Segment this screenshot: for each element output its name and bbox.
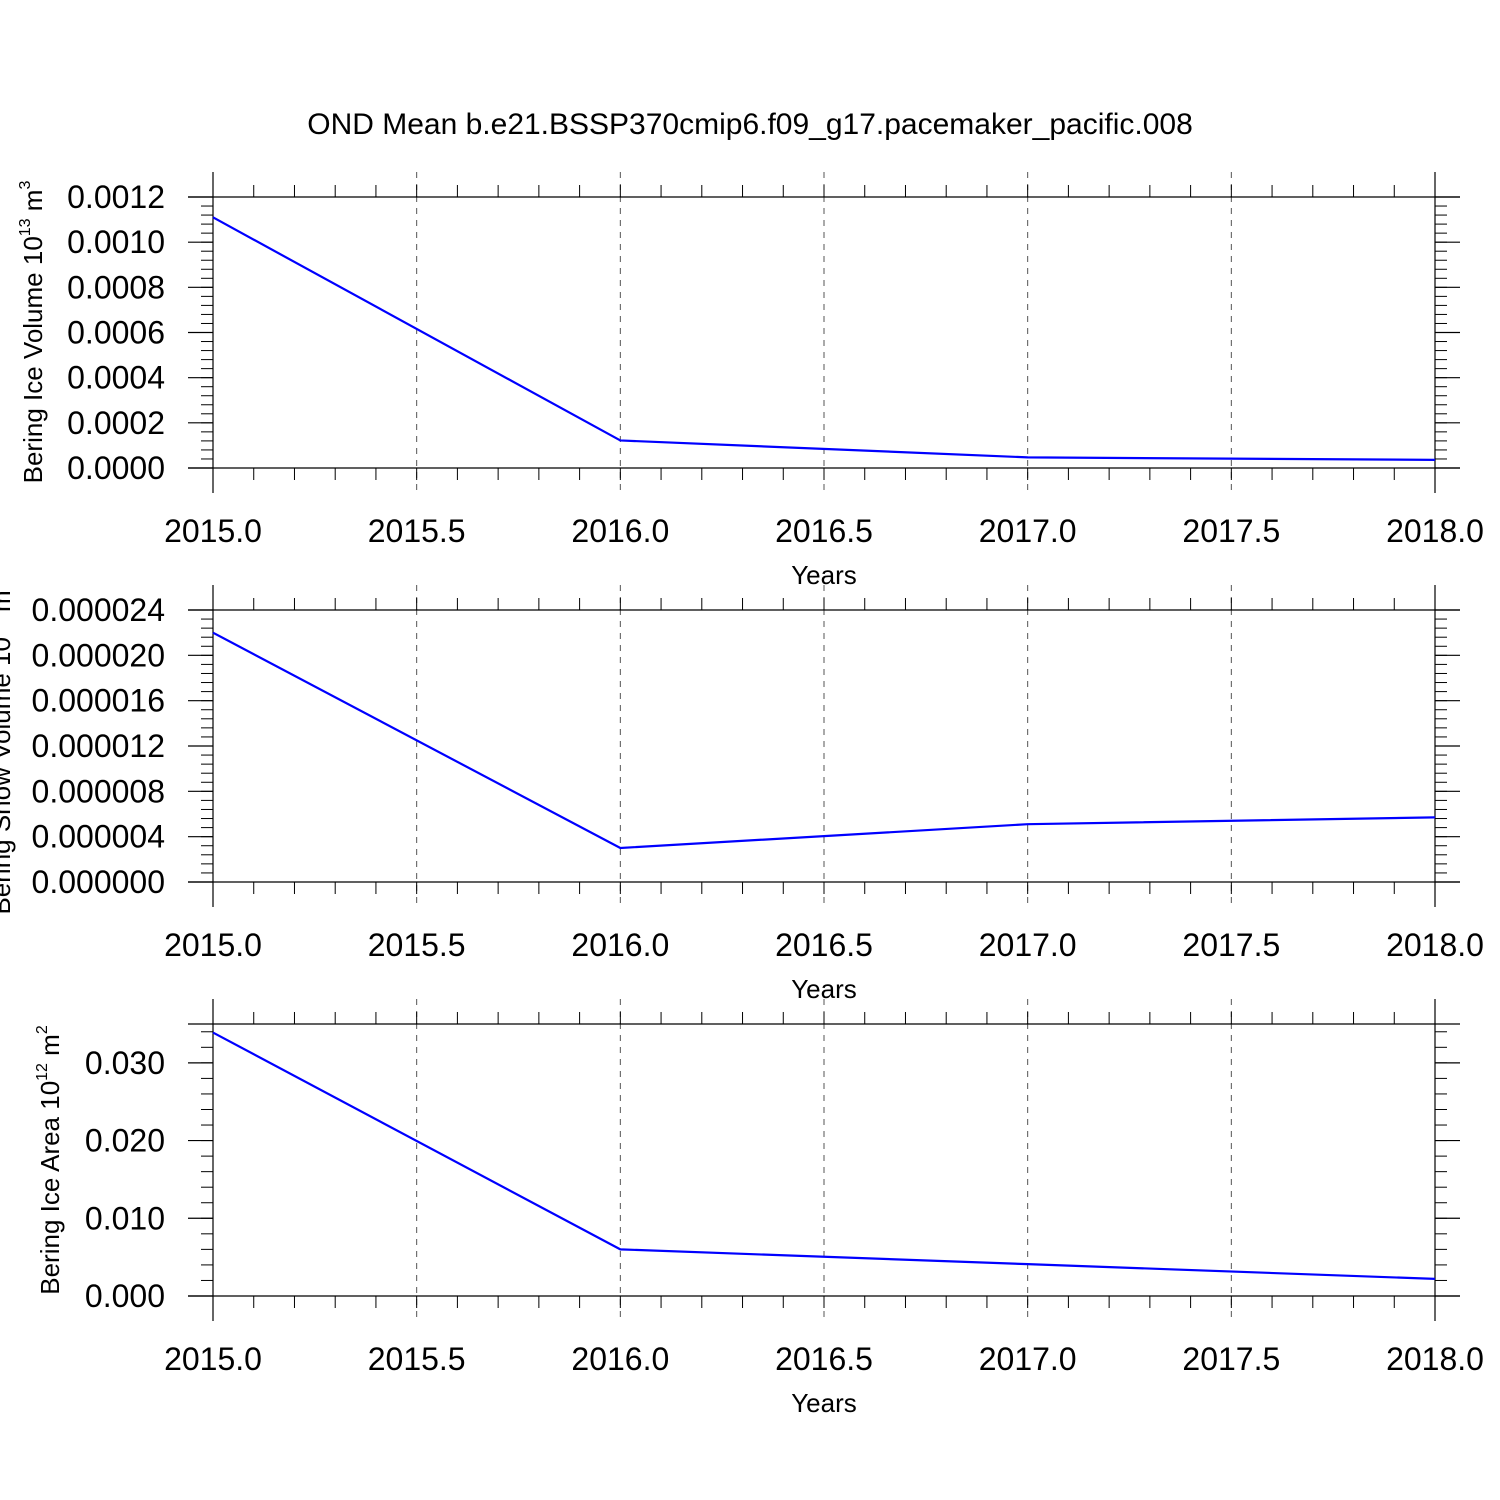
y-axis-title-unit-exponent: 3 [0,581,2,590]
y-tick-label: 0.0006 [67,315,165,351]
x-tick-label: 2015.5 [368,1341,466,1377]
y-tick-label: 0.0004 [67,360,165,396]
x-tick-label: 2016.5 [775,513,873,549]
x-tick-label: 2018.0 [1386,1341,1484,1377]
x-tick-label: 2017.5 [1182,927,1280,963]
y-tick-label: 0.0012 [67,179,165,215]
x-tick-label: 2017.0 [979,1341,1077,1377]
chart-panel-1: 0.0000 0.0002 0.0004 0.0006 0.0008 0.0010 0.00… [17,172,1484,590]
x-tick-label: 2015.0 [164,513,262,549]
x-axis-title: Years [791,1388,857,1418]
y-tick-label: 0.030 [85,1045,165,1081]
y-tick-label: 0.010 [85,1200,165,1236]
x-tick-label: 2016.5 [775,1341,873,1377]
y-axis-title-unit: m [35,1034,65,1063]
y-axis-title: Bering Snow Volume 1013 m3 [0,581,16,914]
x-tick-label: 2016.0 [571,1341,669,1377]
x-tick-label: 2016.0 [571,927,669,963]
x-tick-label: 2017.5 [1182,513,1280,549]
x-tick-label: 2017.0 [979,927,1077,963]
y-axis-title-unit-exponent: 2 [34,1025,51,1034]
y-tick-label: 0.000024 [32,592,165,628]
y-axis-title-unit: m [18,190,48,219]
x-tick-label: 2018.0 [1386,513,1484,549]
panels: 0.00000.00020.00040.00060.00080.00100.00… [0,172,1484,1418]
y-tick-label: 0.0002 [67,405,165,441]
x-tick-label: 2017.0 [979,513,1077,549]
x-tick-label: 2017.5 [1182,1341,1280,1377]
y-axis-title-unit-exponent: 3 [17,181,34,190]
y-tick-label: 0.000008 [32,773,165,809]
y-axis-title: Bering Ice Area 1012 m2 [34,1025,65,1295]
x-tick-label: 2018.0 [1386,927,1484,963]
x-tick-label: 2016.0 [571,513,669,549]
y-tick-label: 0.000016 [32,683,165,719]
y-axis-title-exponent: 12 [34,1063,51,1081]
series-line [212,631,1436,850]
y-tick-label: 0.000004 [32,819,165,855]
x-tick-label: 2015.5 [368,513,466,549]
x-tick-label: 2016.5 [775,927,873,963]
y-tick-label: 0.0010 [67,224,165,260]
x-tick-label: 2015.0 [164,927,262,963]
y-axis-title-exponent: 13 [0,619,2,637]
y-axis-title: Bering Ice Volume 1013 m3 [17,181,48,484]
y-tick-label: 0.0008 [67,269,165,305]
y-tick-label: 0.000012 [32,728,165,764]
y-tick-label: 0.000 [85,1278,165,1314]
series-line [212,216,1436,461]
series-line [212,1031,1436,1281]
x-tick-label: 2015.5 [368,927,466,963]
chart-panel-3: 0.000 0.010 0.020 0.030 2015.0 2015.5 2016.0 20… [34,999,1484,1418]
y-axis-title-text: Bering Ice Area 10 [35,1081,65,1295]
y-axis-title-text: Bering Ice Volume 10 [18,236,48,483]
y-tick-label: 0.020 [85,1123,165,1159]
y-tick-label: 0.000000 [32,864,165,900]
chart-panel-2: 0.000000 0.000004 0.000008 0.000012 0.000016… [0,581,1484,1004]
y-tick-label: 0.000020 [32,637,165,673]
y-tick-label: 0.0000 [67,450,165,486]
x-tick-label: 2015.0 [164,1341,262,1377]
y-axis-title-exponent: 13 [17,218,34,236]
figure-title: OND Mean b.e21.BSSP370cmip6.f09_g17.pace… [307,108,1193,141]
y-axis-title-text: Bering Snow Volume 10 [0,637,16,915]
y-axis-title-unit: m [0,590,16,619]
